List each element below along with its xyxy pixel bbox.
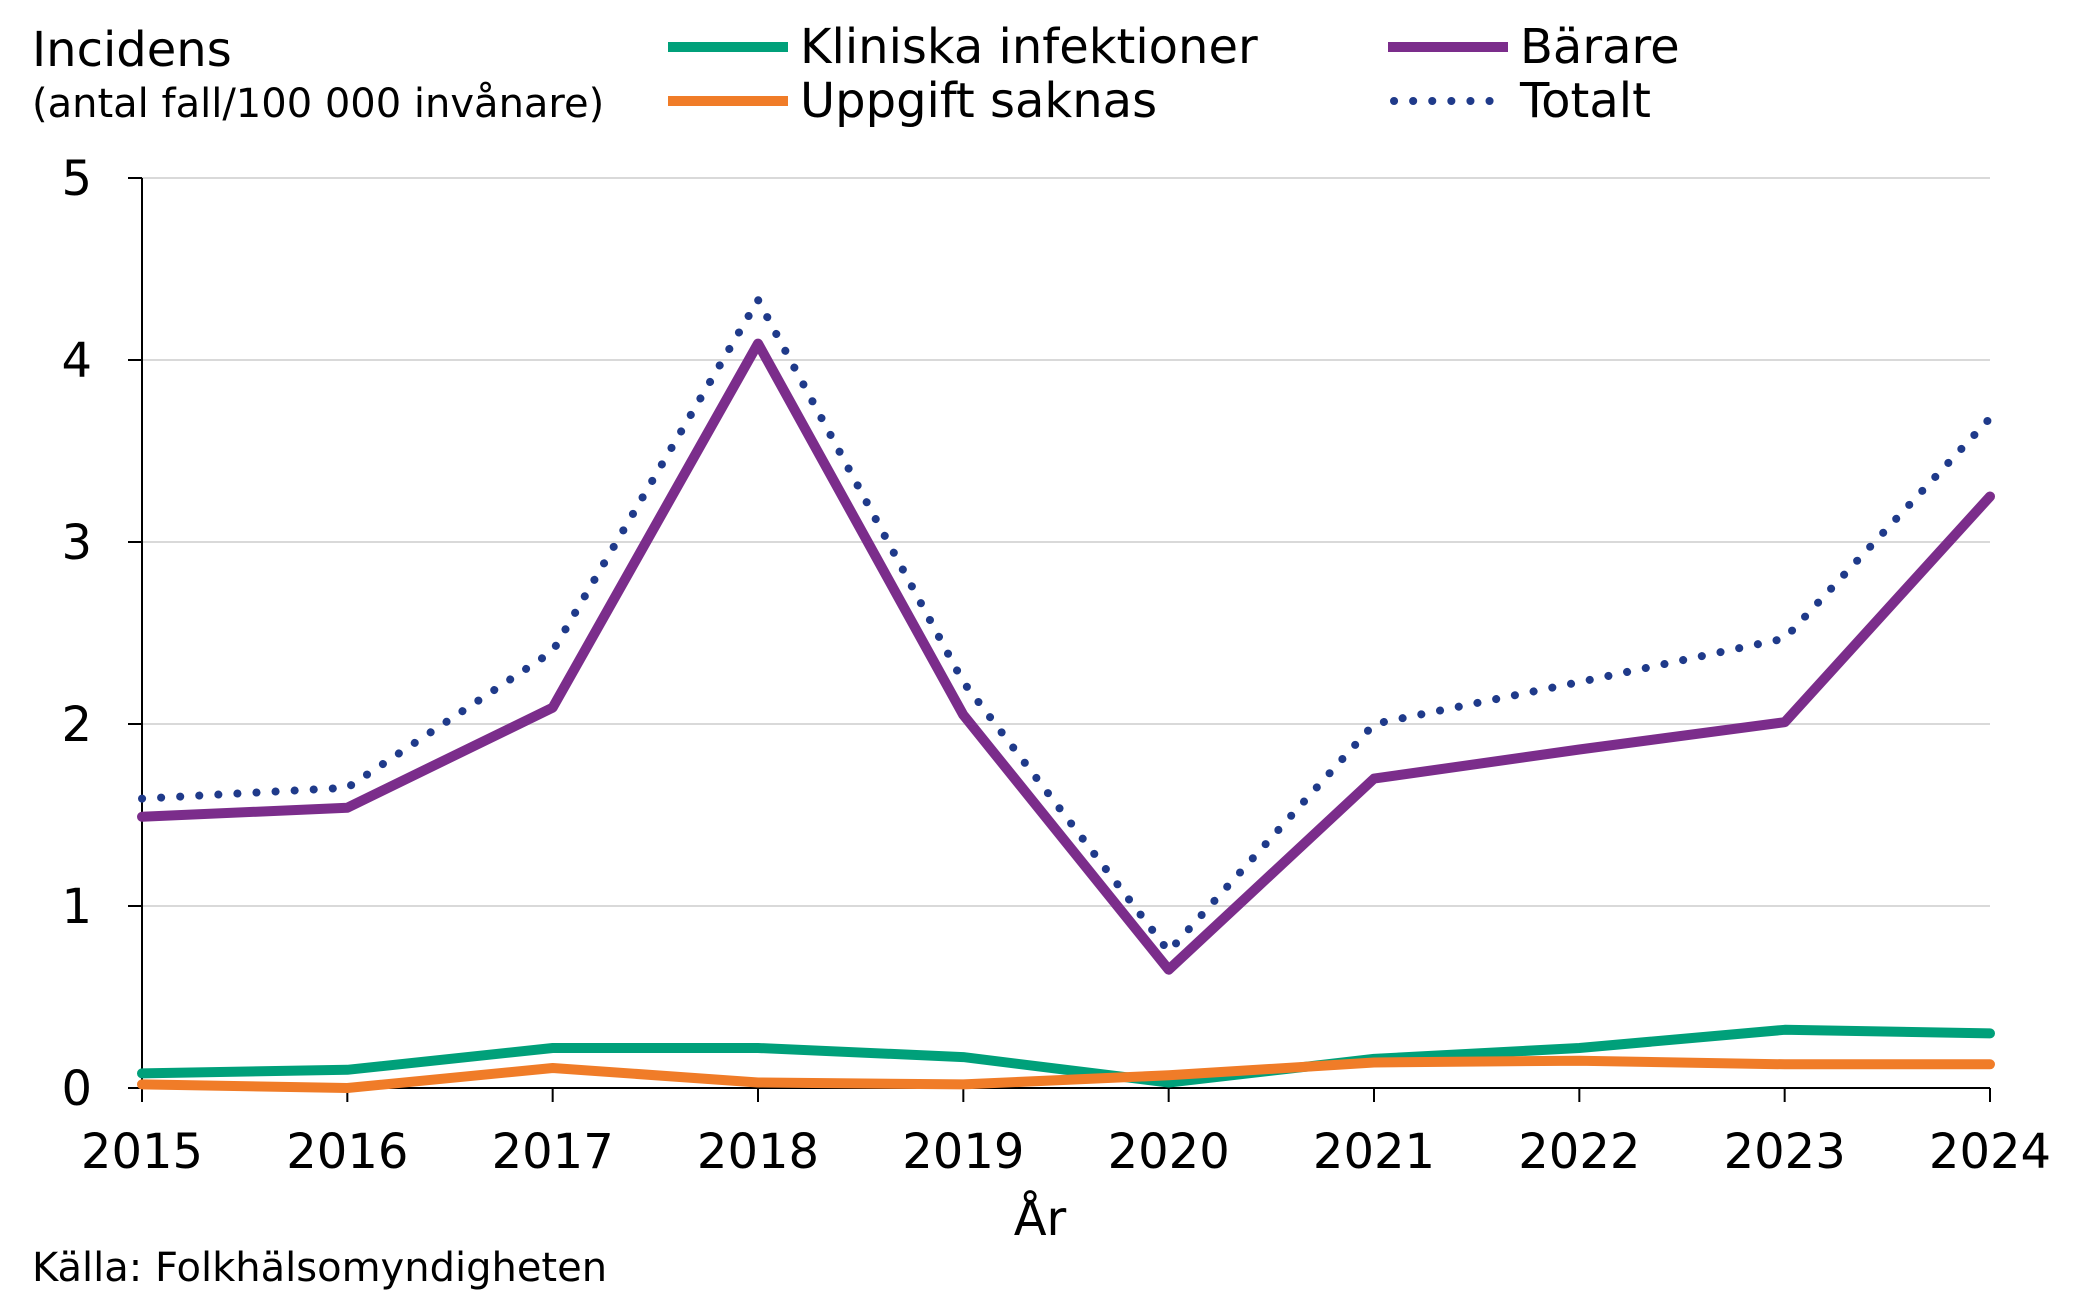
x-tick-label-2016: 2016 (286, 1124, 408, 1180)
y-axis-subtitle: (antal fall/100 000 invånare) (32, 81, 605, 127)
y-tick-label-0: 0 (61, 1061, 92, 1117)
legend-item-barare: Bärare (1388, 20, 1680, 74)
y-tick-label-5: 5 (61, 151, 92, 207)
x-tick-label-2019: 2019 (902, 1124, 1024, 1180)
legend-swatch-barare (1388, 42, 1508, 52)
y-tick-label-4: 4 (61, 333, 92, 389)
x-tick-label-2018: 2018 (697, 1124, 819, 1180)
x-axis-title: År (1013, 1191, 1067, 1247)
legend-item-totalt: Totalt (1388, 74, 1651, 128)
y-tick-label-2: 2 (61, 697, 92, 753)
x-tick-label-2017: 2017 (492, 1124, 614, 1180)
x-tick-label-2023: 2023 (1724, 1124, 1846, 1180)
y-axis-title: Incidens (32, 22, 232, 78)
legend-item-uppgift-saknas: Uppgift saknas (668, 74, 1157, 128)
legend-label-totalt: Totalt (1520, 73, 1651, 129)
tick-labels: 0 1 2 3 4 5 2015 2016 2017 2018 2019 2020 2021 2022 20… (61, 151, 2051, 1180)
legend-swatch-uppgift (668, 96, 788, 106)
x-tick-label-2022: 2022 (1518, 1124, 1640, 1180)
legend-swatch-totalt (1388, 96, 1508, 106)
legend-swatch-kliniska (668, 42, 788, 52)
series-line-totalt (138, 295, 1994, 956)
axes (128, 177, 1991, 1102)
x-tick-label-2021: 2021 (1313, 1124, 1435, 1180)
legend-item-kliniska-infektioner: Kliniska infektioner (668, 20, 1258, 74)
y-tick-label-1: 1 (61, 879, 92, 935)
x-tick-label-2015: 2015 (81, 1124, 203, 1180)
legend-label-kliniska: Kliniska infektioner (800, 19, 1258, 75)
legend-label-uppgift: Uppgift saknas (800, 73, 1158, 129)
x-tick-label-2020: 2020 (1108, 1124, 1230, 1180)
series-line-barare (137, 338, 1995, 975)
series-line-uppgift (137, 1055, 1995, 1093)
gridlines (142, 177, 1990, 907)
legend-label-barare: Bärare (1520, 19, 1680, 75)
y-tick-label-3: 3 (61, 515, 92, 571)
x-tick-label-2024: 2024 (1929, 1124, 2051, 1180)
series-line-kliniska (137, 1024, 1995, 1088)
source-note: Källa: Folkhälsomyndigheten (32, 1245, 608, 1291)
series-lines (137, 295, 1995, 1093)
